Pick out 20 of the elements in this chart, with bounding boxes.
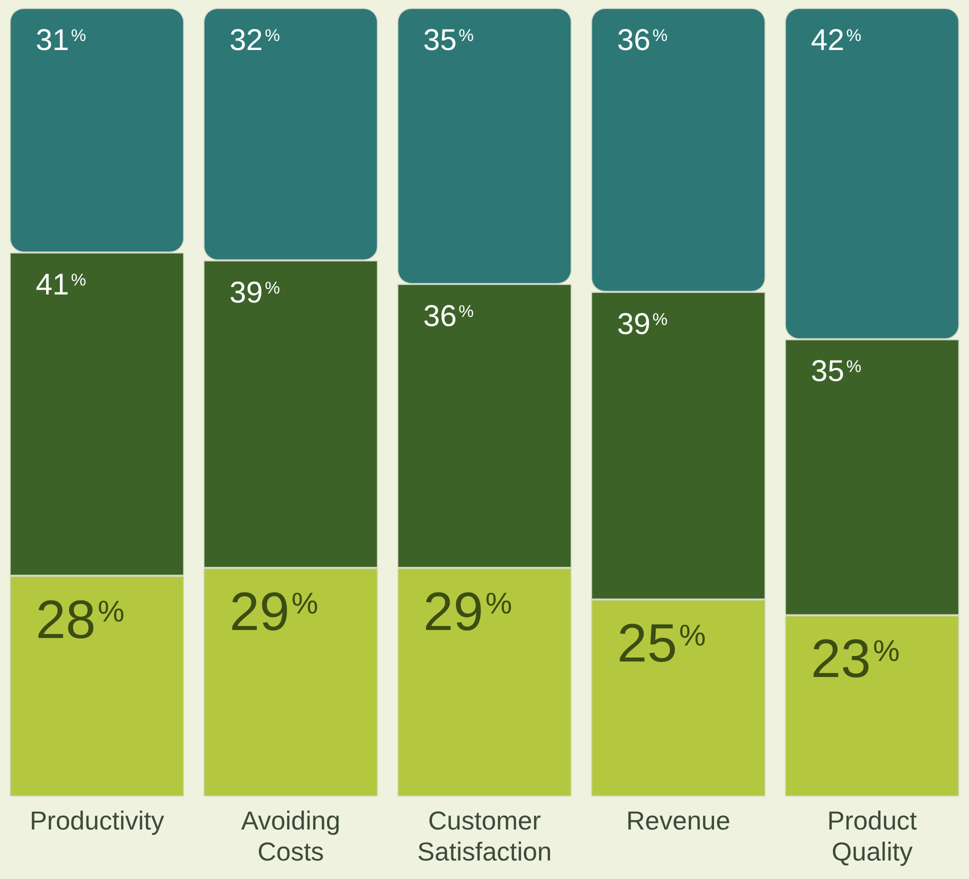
data-label: 41% [36,268,86,302]
data-label: 32% [229,24,280,57]
x-tick-label: Revenue [626,805,730,836]
data-label: 29% [229,582,318,642]
data-label: 35% [810,355,862,388]
data-label: 42% [810,24,862,57]
data-label: 25% [617,613,706,674]
data-label: 28% [36,590,124,650]
x-tick-label: Product Quality [827,805,918,867]
data-label: 35% [423,24,474,57]
data-label: 36% [617,24,668,57]
data-label: 29% [423,582,512,642]
x-tick-label: Avoiding Costs [241,805,340,867]
data-label: 23% [810,629,900,690]
data-label: 36% [423,300,474,334]
data-label: 31% [36,24,86,57]
data-label: 39% [617,308,668,341]
x-tick-label: Productivity [30,805,164,836]
data-label: 39% [229,276,280,310]
x-tick-label: Customer Satisfaction [417,805,552,867]
